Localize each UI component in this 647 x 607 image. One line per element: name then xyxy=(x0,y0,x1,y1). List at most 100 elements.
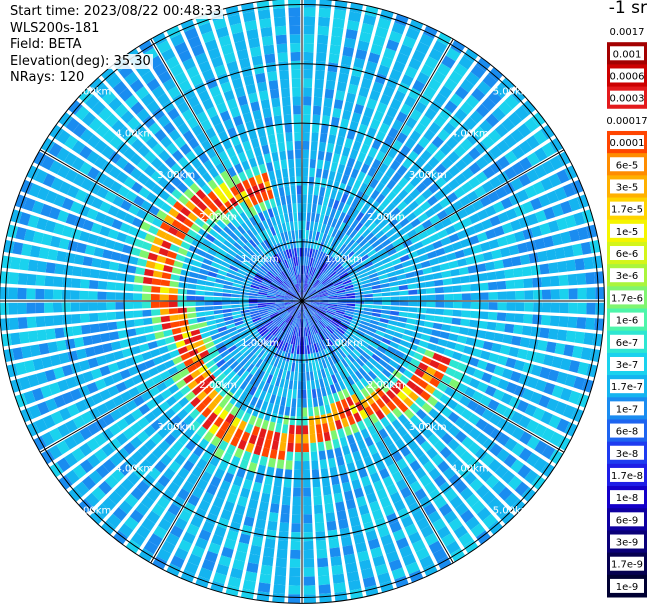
ray-gate xyxy=(151,503,166,517)
ray-gate xyxy=(202,521,215,533)
ray-gate xyxy=(287,442,294,452)
ray-gate xyxy=(386,190,397,202)
ray-gate xyxy=(206,106,218,119)
ray-gate xyxy=(370,472,381,484)
ray-gate xyxy=(293,318,298,327)
ray-gate xyxy=(326,71,337,82)
ray-gate xyxy=(323,315,332,322)
ray-gate xyxy=(450,325,460,334)
ray-gate xyxy=(504,422,517,436)
ray-gate xyxy=(310,297,320,300)
ray-gate xyxy=(144,178,157,191)
ray-gate xyxy=(187,318,198,325)
ray-gate xyxy=(135,86,150,100)
ray-gate xyxy=(399,254,410,263)
ray-gate xyxy=(342,368,350,378)
ray-gate xyxy=(12,241,24,255)
ray-gate xyxy=(239,301,249,304)
ray-gate xyxy=(331,26,344,38)
ray-gate xyxy=(204,310,215,316)
ray-gate xyxy=(259,312,269,317)
colorbar-label-bg xyxy=(610,24,644,39)
ray-gate xyxy=(396,478,408,491)
ray-gate xyxy=(268,310,278,316)
ray-gate xyxy=(209,455,221,467)
ray-gate xyxy=(332,573,345,584)
ray-gate xyxy=(298,309,301,319)
ray-gate xyxy=(320,331,326,340)
colorbar-label-bg xyxy=(610,290,644,305)
ray-gate xyxy=(444,205,456,216)
ray-gate xyxy=(236,354,245,364)
ray-gate xyxy=(436,381,448,393)
ray-gate xyxy=(360,204,370,215)
colorbar-tick-label: 1e-6 xyxy=(616,316,639,327)
ray-gate xyxy=(135,266,146,275)
ray-gate xyxy=(469,319,479,328)
ray-gate xyxy=(368,236,378,245)
ray-gate xyxy=(23,197,36,212)
ray-gate xyxy=(341,234,349,244)
ray-gate xyxy=(499,344,511,355)
ray-gate xyxy=(286,258,291,268)
ray-gate xyxy=(284,231,289,241)
ray-gate xyxy=(401,334,412,342)
ray-gate xyxy=(586,363,598,378)
ray-gate xyxy=(460,238,471,248)
ray-gate xyxy=(57,210,69,223)
ray-gate xyxy=(330,384,337,394)
ray-gate xyxy=(370,402,380,413)
ray-gate xyxy=(327,216,334,227)
ray-gate xyxy=(349,404,358,415)
ray-gate xyxy=(236,123,246,135)
ray-gate xyxy=(345,308,355,312)
ray-gate xyxy=(128,256,139,265)
ray-gate xyxy=(229,395,239,405)
ray-gate xyxy=(134,275,144,284)
ray-gate xyxy=(381,292,391,297)
ray-gate xyxy=(309,257,314,267)
ray-gate xyxy=(88,117,103,132)
ray-gate xyxy=(355,211,365,222)
ray-gate xyxy=(469,274,479,283)
ray-gate xyxy=(377,64,390,77)
ray-gate xyxy=(317,369,323,380)
ray-gate xyxy=(399,339,410,348)
ray-gate xyxy=(292,496,301,506)
ray-gate xyxy=(595,302,605,315)
ray-gate xyxy=(179,368,190,378)
ray-gate xyxy=(334,362,342,373)
ray-gate xyxy=(130,436,143,449)
ray-gate xyxy=(258,339,266,347)
ray-gate xyxy=(258,428,267,439)
ray-gate xyxy=(308,407,314,417)
ray-gate xyxy=(306,380,311,390)
ray-gate xyxy=(223,226,233,236)
ray-gate xyxy=(136,159,150,172)
ray-gate xyxy=(219,265,229,272)
ray-gate xyxy=(190,194,201,206)
ray-gate xyxy=(521,325,532,336)
ray-gate xyxy=(285,343,291,353)
ray-gate xyxy=(332,261,340,270)
ray-gate xyxy=(116,320,127,330)
ray-gate xyxy=(308,306,316,313)
ray-gate xyxy=(347,415,356,426)
ray-gate xyxy=(65,338,76,350)
ray-gate xyxy=(223,538,237,550)
azimuth-spoke xyxy=(150,300,303,564)
ray-gate xyxy=(302,327,304,337)
ray-gate xyxy=(528,338,539,350)
ray-gate xyxy=(341,319,351,325)
ray-gate xyxy=(248,92,259,104)
ray-gate xyxy=(376,488,388,500)
ray-gate xyxy=(320,274,327,282)
ray-gate xyxy=(293,301,302,302)
ray-gate xyxy=(125,539,141,554)
ray-gate xyxy=(305,309,310,318)
ray-gate xyxy=(324,358,331,368)
ray-gate xyxy=(290,549,301,559)
ray-gate xyxy=(242,179,251,190)
ray-gate xyxy=(131,408,143,421)
ray-gate xyxy=(317,34,329,45)
